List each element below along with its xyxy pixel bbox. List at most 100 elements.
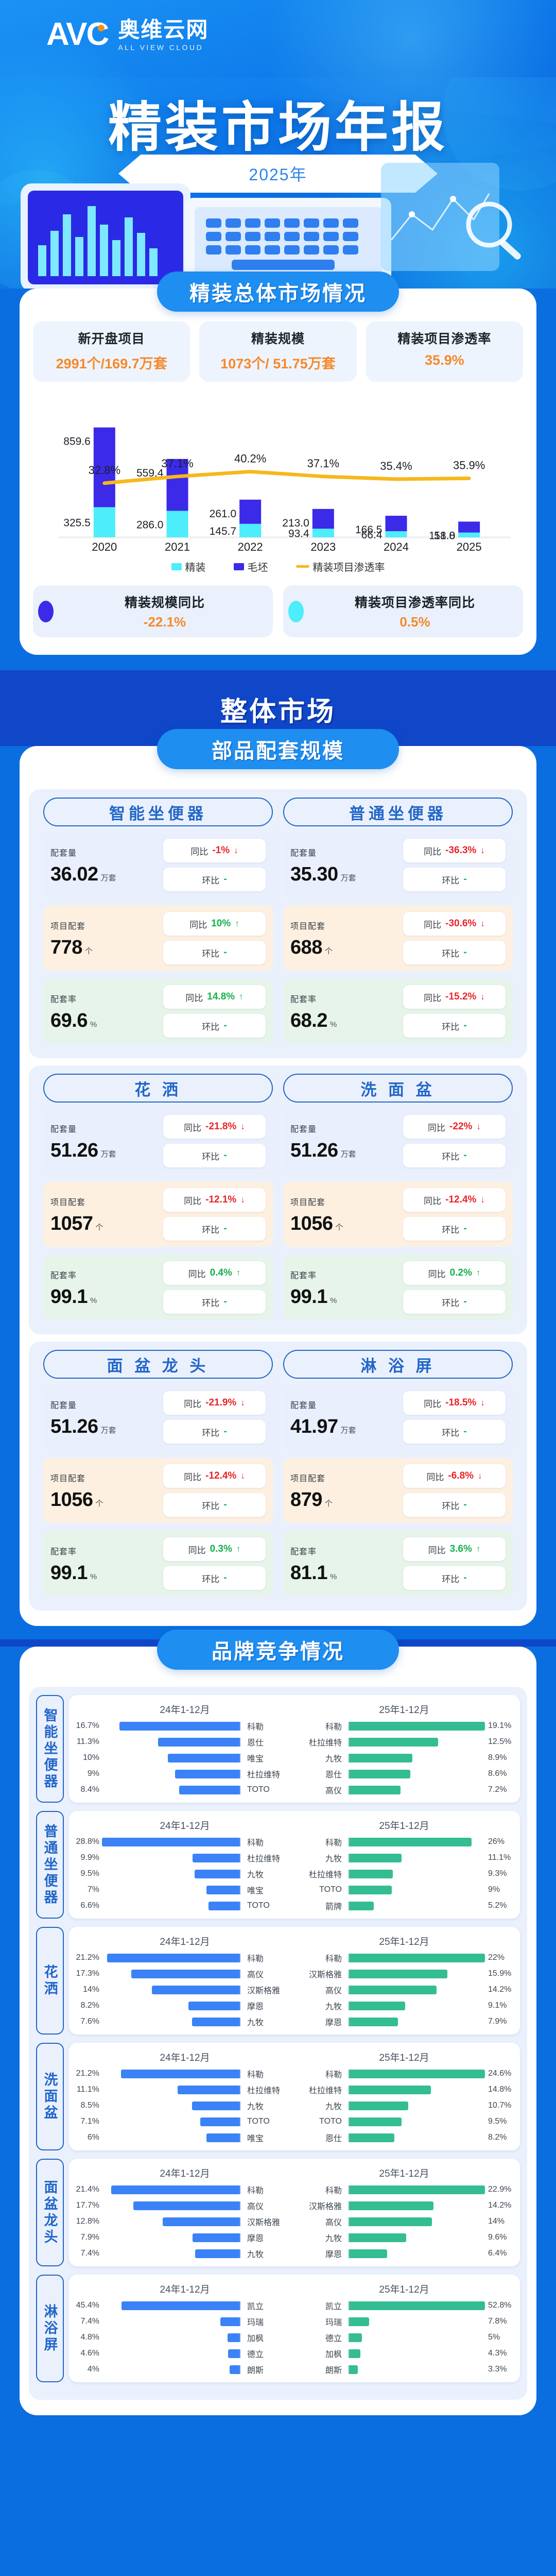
brand-comparison-chart: 24年1-12月 25年1-12月 16.7% 科勒 11.3% 恩仕 10% xyxy=(69,1695,520,1803)
brand-bar-fill xyxy=(349,1853,402,1862)
brand-bar-track xyxy=(102,1837,241,1846)
brand-bar-track xyxy=(102,1885,241,1894)
metric-unit: 万套 xyxy=(100,874,116,883)
metric-value-row: 41.97 万套 xyxy=(290,1417,398,1436)
metric-right: 同比 -30.6% ↓ 环比 - xyxy=(403,912,506,964)
brand-name: 摩恩 xyxy=(325,2250,342,2259)
chip-value: -21.9% xyxy=(205,1397,237,1408)
product-name-tag: 淋 浴 屏 xyxy=(283,1350,513,1379)
brand-bar-track xyxy=(348,1853,485,1862)
period-header-left: 24年1-12月 xyxy=(160,2053,210,2063)
period-header-left: 24年1-12月 xyxy=(160,2284,210,2295)
yoy-dot-icon xyxy=(288,600,304,622)
metric-number: 36.02 xyxy=(50,863,98,885)
brand-name: 摩恩 xyxy=(325,2019,342,2027)
svg-text:35.9%: 35.9% xyxy=(453,459,485,471)
metric-unit: % xyxy=(90,1572,97,1581)
brand-category-label: 面盆龙头 xyxy=(36,2159,64,2266)
svg-text:286.0: 286.0 xyxy=(136,519,164,531)
brand-bar-track xyxy=(102,2217,241,2226)
brand-name: 杜拉维特 xyxy=(308,1739,342,1748)
brand-bar-track xyxy=(348,2133,485,2142)
product-name-tag: 智能坐便器 xyxy=(43,798,273,826)
section1-title: 精装总体市场情况 xyxy=(189,282,367,305)
brand-bar-fill xyxy=(349,2201,433,2210)
metric-right: 同比 14.8% ↑ 环比 - xyxy=(163,985,266,1038)
product-name: 普通坐便器 xyxy=(349,804,447,823)
brand-bar-row: 摩恩 6.4% xyxy=(294,2248,514,2259)
brand-bar-fill xyxy=(107,1953,240,1962)
brand-bar-row: 汉斯格雅 15.9% xyxy=(294,1968,514,1979)
brand-bar-row: 玛瑞 7.8% xyxy=(294,2316,514,2327)
brand-bar-value: 14% xyxy=(82,1985,99,1994)
brand-bar-fill xyxy=(220,2317,240,2326)
chip-value: 10% xyxy=(211,918,231,929)
product-name-tag: 花 洒 xyxy=(43,1074,273,1103)
chip-label: 同比 xyxy=(184,1399,202,1409)
legend-label: 精装项目渗透率 xyxy=(312,562,385,573)
brand-bar-track xyxy=(348,2117,485,2126)
metric-chip: 同比 -12.4% ↓ xyxy=(403,1188,506,1212)
brand-bar-row: 10% 唯宝 xyxy=(75,1752,294,1764)
yoy-value: -22.1% xyxy=(143,614,186,630)
metric-label: 项目配套 xyxy=(290,1198,326,1207)
chip-label: 环比 xyxy=(442,1501,460,1511)
brand-bar-row: 7% 唯宝 xyxy=(75,1884,294,1895)
brand-bar-value: 14% xyxy=(488,2217,505,2226)
brand-bar-value: 5% xyxy=(488,2333,500,2342)
brand-bars-left: 16.7% 科勒 11.3% 恩仕 10% 唯宝 9% xyxy=(75,1720,294,1795)
brand-bar-row: 高仪 14.2% xyxy=(294,1984,514,1995)
metric-block: 配套量 35.30 万套 同比 -36.3% ↓ 环比 - xyxy=(283,833,513,897)
brand-bar-value: 9% xyxy=(488,1885,500,1894)
brand-bars-left: 28.8% 科勒 9.9% 杜拉维特 9.5% 九牧 7% xyxy=(75,1836,294,1911)
metric-label: 配套量 xyxy=(290,849,317,858)
chip-value-dash: - xyxy=(463,1572,467,1583)
metric-label: 项目配套 xyxy=(50,1475,86,1483)
metric-block: 配套率 69.6 % 同比 14.8% ↑ 环比 - xyxy=(43,979,273,1044)
metric-label: 项目配套 xyxy=(290,922,326,931)
brand-bar-row: 凯立 52.8% xyxy=(294,2300,514,2311)
logo-chinese-name: 奥维云网 xyxy=(118,18,209,42)
metric-unit: % xyxy=(329,1296,337,1305)
brand-bar-track xyxy=(348,2365,485,2374)
brand-bar-fill xyxy=(131,1969,240,1978)
chip-value: -18.5% xyxy=(445,1397,477,1408)
brand-name: 汉斯格雅 xyxy=(247,2218,281,2227)
metric-block: 项目配套 1056 个 同比 -12.4% ↓ 环比 - xyxy=(283,1182,513,1247)
brand-bar-row: 4% 朗斯 xyxy=(75,2364,294,2375)
brand-name: 科勒 xyxy=(325,1723,342,1732)
chip-label: 同比 xyxy=(424,1399,442,1409)
metric-number: 51.26 xyxy=(50,1140,98,1161)
brand-bar-track xyxy=(348,2069,485,2078)
metric-left: 项目配套 778 个 xyxy=(50,919,158,957)
product-pair-row: 花 洒 配套量 51.26 万套 同比 -21.8% ↓ 环比 - xyxy=(29,1065,527,1334)
metric-number: 51.26 xyxy=(290,1140,338,1161)
brand-bar-track xyxy=(348,2101,485,2110)
legend-item-penetration-rate: 精装项目渗透率 xyxy=(296,559,385,574)
metric-chip: 同比 3.6% ↑ xyxy=(403,1537,506,1561)
brand-bar-value: 19.1% xyxy=(488,1721,512,1730)
brand-bar-value: 7.1% xyxy=(80,2117,99,2126)
brand-bar-fill xyxy=(192,2017,240,2026)
chip-label: 环比 xyxy=(442,1151,460,1162)
chip-label: 同比 xyxy=(426,1472,444,1482)
section1-wrapper: 精装总体市场情况 新开盘项目 2991个/169.7万套 精装规模 1073个/… xyxy=(0,272,556,670)
brand-bar-row: 4.6% 德立 xyxy=(75,2348,294,2359)
metric-unit: % xyxy=(329,1572,337,1581)
metric-chip: 环比 - xyxy=(163,1566,266,1590)
metric-left: 项目配套 1056 个 xyxy=(290,1195,398,1233)
brand-bar-fill xyxy=(349,1985,437,1994)
chip-value: -30.6% xyxy=(445,918,477,929)
section3-title-pill: 品牌竞争情况 xyxy=(157,1630,399,1670)
metric-chip: 环比 - xyxy=(163,1014,266,1038)
svg-text:261.0: 261.0 xyxy=(210,508,237,520)
kpi-card: 精装规模 1073个/ 51.75万套 xyxy=(199,321,357,382)
brand-name: TOTO xyxy=(247,1901,270,1910)
metric-number: 99.1 xyxy=(50,1562,88,1584)
chart-legend: 精装 毛坯 精装项目渗透率 xyxy=(20,559,536,574)
metric-chip: 环比 - xyxy=(163,1144,266,1167)
metric-right: 同比 -22% ↓ 环比 - xyxy=(403,1115,506,1167)
svg-text:51.8: 51.8 xyxy=(434,530,455,541)
metric-left: 配套率 68.2 % xyxy=(290,992,398,1030)
chip-label: 同比 xyxy=(184,1196,202,1206)
